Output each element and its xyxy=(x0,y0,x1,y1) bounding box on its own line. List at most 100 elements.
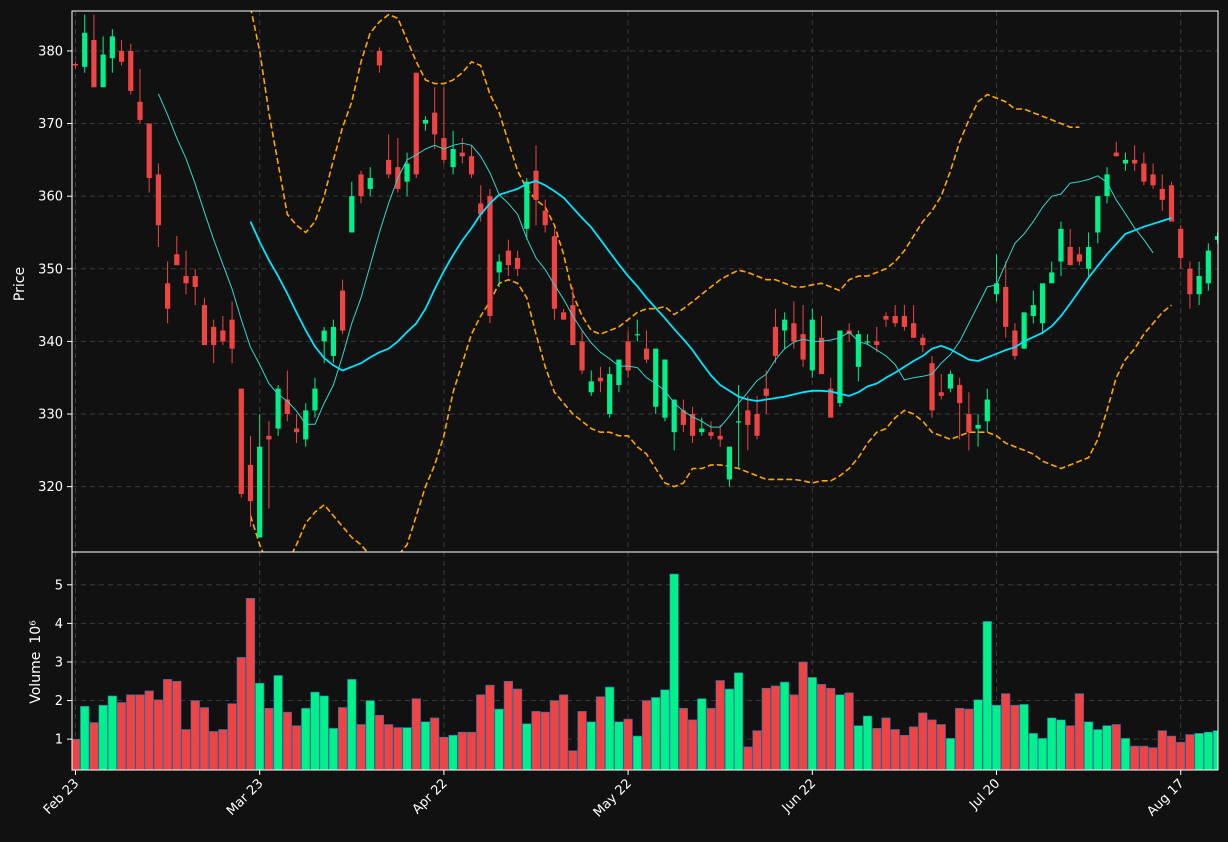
volume-bar xyxy=(328,728,338,770)
candle-body xyxy=(109,36,115,59)
volume-bar xyxy=(80,706,90,770)
volume-bar xyxy=(1194,733,1204,770)
volume-bar xyxy=(1001,693,1011,770)
candle-body xyxy=(1076,254,1082,262)
volume-bar xyxy=(1047,717,1057,770)
candle-body xyxy=(800,334,806,360)
candle-body xyxy=(478,203,484,215)
volume-bar xyxy=(522,723,532,770)
candle-body xyxy=(524,181,530,229)
volume-bar xyxy=(457,731,467,770)
candle-body xyxy=(1178,228,1184,258)
volume-bar xyxy=(826,687,836,770)
volume-bar xyxy=(218,729,228,770)
candle-body xyxy=(220,330,226,342)
candle-body xyxy=(1187,268,1193,295)
volume-bar xyxy=(291,725,302,770)
volume-bar xyxy=(337,707,348,770)
volume-bar xyxy=(512,688,523,770)
volume-bar xyxy=(411,698,421,770)
candle-body xyxy=(929,363,935,411)
candle-body xyxy=(1003,286,1009,327)
candle-body xyxy=(818,337,825,375)
candle-body xyxy=(754,414,760,436)
volume-bar xyxy=(1065,725,1075,770)
volume-bar xyxy=(752,730,762,770)
candle-body xyxy=(137,101,143,120)
candle-body xyxy=(570,305,576,346)
volume-bar xyxy=(955,707,965,770)
volume-bar xyxy=(540,711,550,770)
candle-body xyxy=(699,428,705,433)
volume-bar xyxy=(761,687,771,770)
price-tick-label: 360 xyxy=(38,190,63,205)
volume-bar xyxy=(135,694,145,770)
volume-bar xyxy=(1074,693,1084,770)
candle-body xyxy=(128,50,134,91)
candle-body xyxy=(763,388,769,396)
volume-bar xyxy=(687,719,698,770)
volume-bar xyxy=(144,690,154,770)
candle-body xyxy=(911,323,917,338)
candle-body xyxy=(1168,185,1175,222)
volume-bar xyxy=(301,707,311,770)
candle-body xyxy=(791,323,797,342)
candle-body xyxy=(1122,159,1129,164)
volume-bar xyxy=(245,598,256,770)
candle-body xyxy=(745,410,751,425)
volume-bar xyxy=(614,721,624,770)
candle-body xyxy=(662,359,668,418)
candle-body xyxy=(367,178,373,189)
candle-body xyxy=(293,428,300,433)
candle-body xyxy=(901,315,907,327)
candle-body xyxy=(1196,276,1202,295)
candle-body xyxy=(984,399,990,422)
volume-bar xyxy=(485,684,495,770)
candle-body xyxy=(459,152,465,157)
volume-bar xyxy=(651,697,661,770)
candle-body xyxy=(533,170,539,200)
volume-bar xyxy=(770,685,781,770)
volume-bar xyxy=(310,691,320,770)
candle-body xyxy=(376,50,383,66)
candle-body xyxy=(284,399,290,415)
volume-bar xyxy=(1056,719,1066,770)
candle-body xyxy=(432,112,438,135)
volume-bar xyxy=(568,750,578,770)
candle-body xyxy=(597,377,604,382)
volume-bar xyxy=(789,694,799,770)
volume-panel-frame xyxy=(71,551,1219,771)
volume-bar xyxy=(181,729,191,770)
volume-bar xyxy=(420,721,431,770)
volume-bar xyxy=(780,681,790,770)
volume-bar xyxy=(982,621,992,770)
volume-bar xyxy=(448,734,458,770)
volume-bar xyxy=(899,734,909,770)
candle-body xyxy=(966,414,972,433)
candle-body xyxy=(680,410,686,425)
bollinger-lower-line xyxy=(249,278,1172,552)
candle-body xyxy=(201,305,208,346)
price-tick-label: 320 xyxy=(38,480,63,495)
candle-body xyxy=(505,250,511,266)
candle-body xyxy=(772,326,779,356)
price-axis-label: Price xyxy=(12,267,28,301)
volume-bar xyxy=(909,726,919,770)
volume-bar xyxy=(973,699,983,770)
candle-body xyxy=(1030,305,1036,316)
candle-body xyxy=(736,421,742,423)
volume-bar xyxy=(1120,738,1131,770)
candle-body xyxy=(468,156,475,175)
candle-body xyxy=(1150,174,1156,186)
candle-body xyxy=(247,464,254,502)
candle-body xyxy=(1141,163,1147,182)
volume-bar xyxy=(531,711,541,770)
volume-bar xyxy=(236,657,246,770)
candle-body xyxy=(837,330,843,404)
volume-bar xyxy=(927,719,937,770)
volume-bar xyxy=(153,699,163,770)
volume-tick-label: 1 xyxy=(55,733,63,748)
volume-bar xyxy=(835,694,845,770)
volume-tick-label: 4 xyxy=(55,617,63,632)
candle-body xyxy=(717,435,723,440)
